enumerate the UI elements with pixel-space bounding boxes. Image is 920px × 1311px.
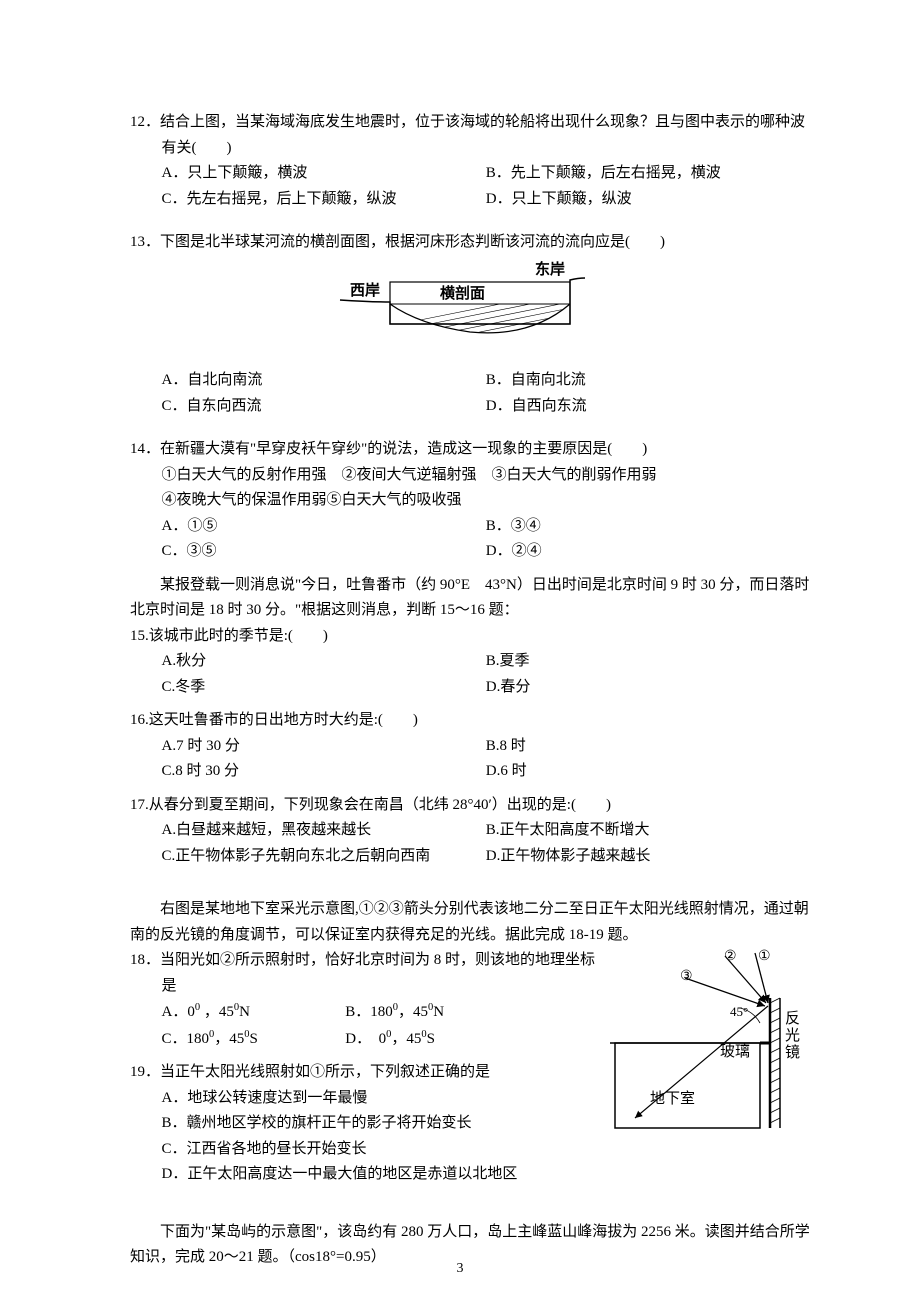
q17-stem: 17.从春分到夏至期间，下列现象会在南昌（北纬 28°40′）出现的是:( ) <box>130 793 810 819</box>
q12-opt-d: D．只上下颠簸，纵波 <box>486 187 810 213</box>
q18-opt-a: A．00 ，450N <box>162 999 342 1026</box>
glass-label: 玻璃 <box>720 1043 750 1060</box>
q13-opt-d: D．自西向东流 <box>486 394 810 420</box>
q14-sub2: ④夜晚大气的保温作用弱⑤白天大气的吸收强 <box>130 488 810 514</box>
q15-opt-b: B.夏季 <box>486 649 810 675</box>
q17-options: A.白昼越来越短，黑夜越来越长 C.正午物体影子先朝向东北之后朝向西南 B.正午… <box>130 818 810 869</box>
q18-opt-d: D． 00，450S <box>345 1026 435 1053</box>
q15-stem: 15.该城市此时的季节是:( ) <box>130 624 810 650</box>
basement-light-figure: 地下室 反 光 镜 玻璃 <box>610 948 810 1158</box>
q14-stem: 14．在新疆大漠有"早穿皮袄午穿纱"的说法，造成这一现象的主要原因是( ) <box>130 437 810 463</box>
q13-stem: 13．下图是北半球某河流的横剖面图，根据河床形态判断该河流的流向应是( ) <box>130 230 810 256</box>
q19-opt-d: D．正午太阳高度达一中最大值的地区是赤道以北地区 <box>130 1162 810 1188</box>
q15-options: A.秋分 C.冬季 B.夏季 D.春分 <box>130 649 810 700</box>
q13-options: A．自北向南流 C．自东向西流 B．自南向北流 D．自西向东流 <box>130 368 810 419</box>
q15-opt-c: C.冬季 <box>162 675 486 701</box>
angle-label: 45° <box>730 1004 748 1019</box>
room-label: 地下室 <box>650 1090 695 1107</box>
q12-opt-b: B．先上下颠簸，后左右摇晃，横波 <box>486 161 810 187</box>
west-label: 西岸 <box>350 281 380 299</box>
q14-opt-c: C．③⑤ <box>162 539 486 565</box>
q13-opt-a: A．自北向南流 <box>162 368 486 394</box>
basement-svg: 地下室 反 光 镜 玻璃 <box>610 948 810 1148</box>
page-number: 3 <box>0 1257 920 1281</box>
q14-options: A．①⑤ C．③⑤ B．③④ D．②④ <box>130 514 810 565</box>
question-15: 15.该城市此时的季节是:( ) A.秋分 C.冬季 B.夏季 D.春分 <box>130 624 810 701</box>
east-label: 东岸 <box>535 260 565 278</box>
river-cross-section-svg: 东岸 西岸 横剖面 <box>320 260 620 355</box>
q16-options: A.7 时 30 分 C.8 时 30 分 B.8 时 D.6 时 <box>130 734 810 785</box>
q15-opt-a: A.秋分 <box>162 649 486 675</box>
question-14: 14．在新疆大漠有"早穿皮袄午穿纱"的说法，造成这一现象的主要原因是( ) ①白… <box>130 437 810 565</box>
question-16: 16.这天吐鲁番市的日出地方时大约是:( ) A.7 时 30 分 C.8 时 … <box>130 708 810 785</box>
q17-opt-b: B.正午太阳高度不断增大 <box>486 818 810 844</box>
cross-label: 横剖面 <box>440 284 485 302</box>
q16-opt-a: A.7 时 30 分 <box>162 734 486 760</box>
mirror-label-2: 光 <box>785 1027 800 1044</box>
ray1-label: ① <box>758 949 771 964</box>
q13-opt-c: C．自东向西流 <box>162 394 486 420</box>
question-12: 12．结合上图，当某海域海底发生地震时，位于该海域的轮船将出现什么现象？且与图中… <box>130 110 810 212</box>
q18-opt-b: B．1800，450N <box>345 999 444 1026</box>
q16-opt-d: D.6 时 <box>486 759 810 785</box>
q12-opt-a: A．只上下颠簸，横波 <box>162 161 486 187</box>
context-18-19: 右图是某地地下室采光示意图,①②③箭头分别代表该地二分二至日正午太阳光线照射情况… <box>130 897 810 948</box>
q14-opt-d: D．②④ <box>486 539 810 565</box>
q12-opt-c: C．先左右摇晃，后上下颠簸，纵波 <box>162 187 486 213</box>
q16-opt-b: B.8 时 <box>486 734 810 760</box>
mirror-label-1: 反 <box>785 1010 800 1027</box>
q12-options: A．只上下颠簸，横波 C．先左右摇晃，后上下颠簸，纵波 B．先上下颠簸，后左右摇… <box>130 161 810 212</box>
q14-opt-b: B．③④ <box>486 514 810 540</box>
q14-opt-a: A．①⑤ <box>162 514 486 540</box>
q14-sub1: ①白天大气的反射作用强 ②夜间大气逆辐射强 ③白天大气的削弱作用弱 <box>130 463 810 489</box>
q13-opt-b: B．自南向北流 <box>486 368 810 394</box>
context-15-16: 某报登载一则消息说"今日，吐鲁番市（约 90°E 43°N）日出时间是北京时间 … <box>130 573 810 624</box>
q18-opt-c: C．1800，450S <box>162 1026 342 1053</box>
q16-stem: 16.这天吐鲁番市的日出地方时大约是:( ) <box>130 708 810 734</box>
ray2-label: ② <box>724 949 737 964</box>
ray3-label: ③ <box>680 969 693 984</box>
question-17: 17.从春分到夏至期间，下列现象会在南昌（北纬 28°40′）出现的是:( ) … <box>130 793 810 870</box>
q17-opt-d: D.正午物体影子越来越长 <box>486 844 810 870</box>
context1-text: 某报登载一则消息说"今日，吐鲁番市（约 90°E 43°N）日出时间是北京时间 … <box>130 577 809 619</box>
q17-opt-c: C.正午物体影子先朝向东北之后朝向西南 <box>162 844 486 870</box>
q12-stem: 12．结合上图，当某海域海底发生地震时，位于该海域的轮船将出现什么现象？且与图中… <box>130 110 810 161</box>
q17-opt-a: A.白昼越来越短，黑夜越来越长 <box>162 818 486 844</box>
q13-figure: 东岸 西岸 横剖面 <box>130 260 810 365</box>
q16-opt-c: C.8 时 30 分 <box>162 759 486 785</box>
question-13: 13．下图是北半球某河流的横剖面图，根据河床形态判断该河流的流向应是( ) 东岸… <box>130 230 810 419</box>
q15-opt-d: D.春分 <box>486 675 810 701</box>
mirror-label-3: 镜 <box>785 1043 800 1061</box>
